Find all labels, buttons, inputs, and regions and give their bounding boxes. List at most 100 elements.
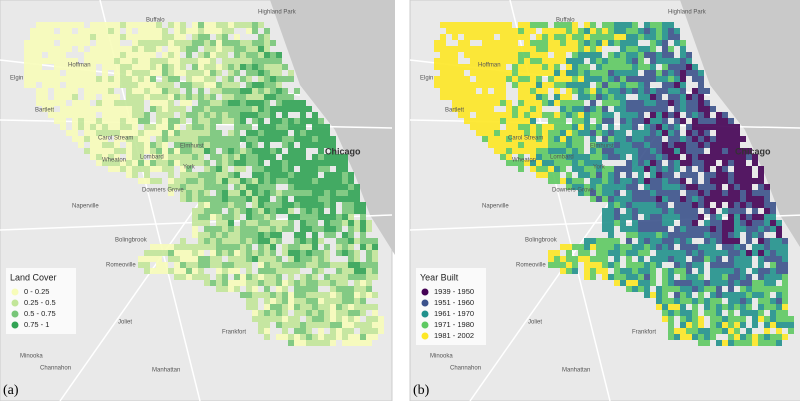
data-patch — [668, 130, 674, 136]
data-patch — [638, 280, 644, 286]
place-name: Bolingbrook — [115, 238, 148, 244]
data-patch — [704, 106, 710, 112]
data-patch — [336, 322, 342, 328]
data-patch — [524, 130, 530, 136]
data-patch — [554, 22, 560, 28]
data-patch — [602, 226, 608, 232]
data-patch — [228, 250, 234, 256]
data-patch — [686, 202, 692, 208]
data-patch — [306, 244, 312, 250]
data-patch — [596, 166, 602, 172]
data-patch — [506, 142, 512, 148]
data-patch — [198, 238, 204, 244]
data-patch — [662, 178, 668, 184]
data-patch — [144, 112, 150, 118]
data-patch — [542, 28, 548, 34]
data-patch — [728, 196, 734, 202]
data-patch — [318, 304, 324, 310]
data-patch — [150, 28, 156, 34]
data-patch — [518, 106, 524, 112]
data-patch — [776, 316, 782, 322]
data-patch — [620, 70, 626, 76]
data-patch — [150, 130, 156, 136]
data-patch — [168, 82, 174, 88]
data-patch — [668, 94, 674, 100]
data-patch — [198, 214, 204, 220]
data-patch — [680, 328, 686, 334]
data-patch — [144, 142, 150, 148]
data-patch — [704, 220, 710, 226]
data-patch — [452, 46, 458, 52]
data-patch — [318, 340, 324, 346]
data-patch — [162, 64, 168, 70]
data-patch — [114, 58, 120, 64]
data-patch — [174, 52, 180, 58]
data-patch — [300, 202, 306, 208]
data-patch — [572, 154, 578, 160]
data-patch — [120, 64, 126, 70]
data-patch — [692, 190, 698, 196]
data-patch — [536, 58, 542, 64]
data-patch — [662, 202, 668, 208]
data-patch — [240, 64, 246, 70]
data-patch — [728, 244, 734, 250]
data-patch — [656, 40, 662, 46]
data-patch — [656, 166, 662, 172]
data-patch — [620, 148, 626, 154]
data-patch — [704, 226, 710, 232]
data-patch — [126, 58, 132, 64]
data-patch — [156, 250, 162, 256]
data-patch — [632, 190, 638, 196]
data-patch — [204, 64, 210, 70]
data-patch — [728, 292, 734, 298]
data-patch — [752, 178, 758, 184]
data-patch — [252, 208, 258, 214]
data-patch — [770, 334, 776, 340]
data-patch — [36, 34, 42, 40]
data-patch — [222, 274, 228, 280]
data-patch — [168, 112, 174, 118]
data-patch — [638, 262, 644, 268]
data-patch — [644, 268, 650, 274]
data-patch — [602, 262, 608, 268]
data-patch — [144, 22, 150, 28]
data-patch — [66, 40, 72, 46]
data-patch — [692, 280, 698, 286]
legend-swatch — [11, 321, 19, 329]
data-patch — [674, 136, 680, 142]
data-patch — [186, 262, 192, 268]
data-patch — [330, 292, 336, 298]
data-patch — [264, 46, 270, 52]
data-patch — [692, 142, 698, 148]
place-name: Highland Park — [258, 10, 297, 16]
data-patch — [216, 154, 222, 160]
data-patch — [680, 256, 686, 262]
data-patch — [668, 310, 674, 316]
data-patch — [674, 82, 680, 88]
data-patch — [704, 334, 710, 340]
data-patch — [548, 250, 554, 256]
data-patch — [330, 298, 336, 304]
data-patch — [602, 178, 608, 184]
data-patch — [270, 256, 276, 262]
data-patch — [650, 64, 656, 70]
data-patch — [258, 256, 264, 262]
data-patch — [620, 46, 626, 52]
data-patch — [318, 178, 324, 184]
data-patch — [740, 280, 746, 286]
data-patch — [192, 82, 198, 88]
data-patch — [216, 244, 222, 250]
data-patch — [162, 262, 168, 268]
data-patch — [180, 274, 186, 280]
data-patch — [234, 280, 240, 286]
data-patch — [138, 142, 144, 148]
data-patch — [548, 166, 554, 172]
data-patch — [288, 160, 294, 166]
data-patch — [662, 286, 668, 292]
data-patch — [102, 130, 108, 136]
data-patch — [288, 70, 294, 76]
data-patch — [572, 112, 578, 118]
data-patch — [264, 286, 270, 292]
data-patch — [210, 76, 216, 82]
data-patch — [330, 322, 336, 328]
